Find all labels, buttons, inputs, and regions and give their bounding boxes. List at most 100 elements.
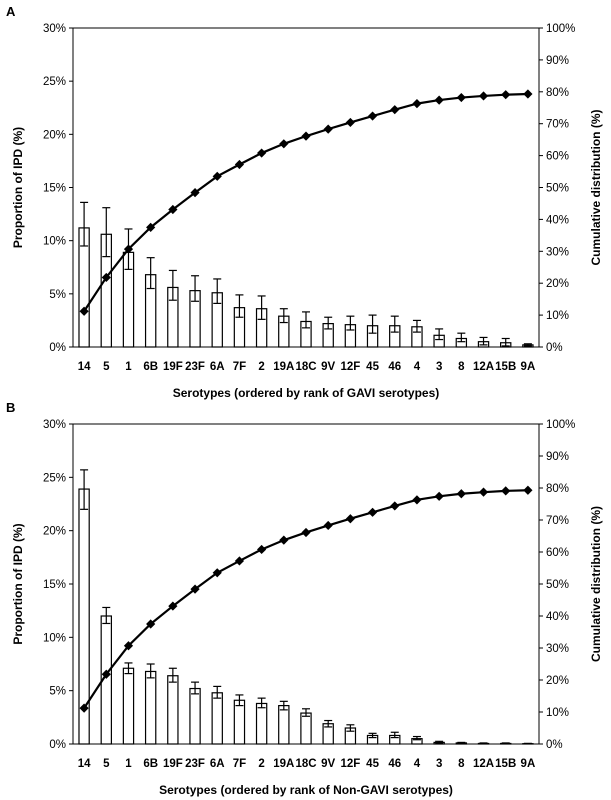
y2-tick-label: 0% [546,342,563,354]
x-tick-label: 45 [366,361,379,373]
bar [300,712,312,745]
y-tick-label: 25% [43,472,66,484]
y-tick-label: 30% [43,23,66,35]
x-tick-label: 18C [295,361,316,373]
cumulative-point [146,222,156,232]
y2-tick-label: 10% [546,707,569,719]
cumulative-point [434,95,444,105]
x-tick-label: 4 [414,361,421,373]
y-tick-label: 20% [43,129,66,141]
y-tick-label: 30% [43,419,66,431]
cumulative-point [390,105,400,115]
bar [189,687,201,745]
x-tick-label: 23F [185,758,205,770]
y2-axis-title: Cumulative distribution (%) [589,506,603,662]
cumulative-point [345,514,355,524]
x-axis-title: Serotypes (ordered by rank of Non-GAVI s… [159,783,453,797]
plot-frame [72,423,540,745]
y2-tick-label: 90% [546,451,569,463]
cumulative-point [367,507,378,517]
cumulative-point [279,535,289,545]
plot-frame [72,27,540,348]
y2-tick-label: 30% [546,246,569,258]
cumulative-point [367,111,378,121]
x-tick-label: 4 [414,758,421,770]
y2-tick-label: 70% [546,515,569,527]
x-tick-label: 12F [340,758,360,770]
y2-tick-label: 20% [546,278,569,290]
y2-tick-label: 80% [546,87,569,99]
cumulative-point [190,188,200,198]
x-tick-label: 5 [103,758,110,770]
cumulative-point [323,124,333,134]
x-tick-label: 3 [436,361,442,373]
x-tick-label: 45 [366,758,379,770]
x-tick-label: 12A [473,758,494,770]
y2-tick-label: 60% [546,151,569,163]
cumulative-point [123,641,134,651]
x-tick-label: 19F [163,361,183,373]
y-tick-label: 25% [43,76,66,88]
x-tick-label: 6A [210,758,225,770]
cumulative-point [168,204,178,215]
y2-tick-label: 50% [546,183,569,195]
bar [211,692,223,745]
x-tick-label: 18C [295,758,316,770]
y2-axis-title: Cumulative distribution (%) [589,109,603,265]
cumulative-point [190,584,200,594]
x-tick-label: 14 [78,361,91,373]
x-axis-title: Serotypes (ordered by rank of GAVI serot… [173,386,440,400]
cumulative-point [212,568,222,578]
y2-tick-label: 30% [546,643,569,655]
x-tick-label: 23F [185,361,205,373]
cumulative-point [101,272,111,283]
y-tick-label: 15% [43,579,66,591]
cumulative-point [434,491,444,501]
y-tick-label: 10% [43,632,66,644]
cumulative-point [523,89,533,99]
y2-tick-label: 100% [546,419,575,431]
cumulative-point [123,244,134,254]
bar [167,675,179,745]
cumulative-point [412,495,422,505]
y2-tick-label: 10% [546,310,569,322]
y2-tick-label: 0% [546,739,563,751]
bar [233,699,246,745]
cumulative-point [345,117,355,128]
x-tick-label: 2 [258,361,264,373]
x-tick-label: 19F [163,758,183,770]
cumulative-point [234,159,245,170]
cumulative-point [301,131,311,141]
y-tick-label: 0% [49,739,66,751]
x-tick-label: 5 [103,361,110,373]
y2-tick-label: 70% [546,119,569,131]
x-tick-label: 46 [388,758,401,770]
bar [278,704,290,745]
y-tick-label: 0% [49,342,66,354]
cumulative-point [257,544,267,555]
y2-tick-label: 100% [546,23,575,35]
cumulative-point [234,556,245,566]
x-tick-label: 9V [321,361,335,373]
x-tick-label: 6B [143,758,158,770]
x-tick-label: 7F [233,758,246,770]
y-tick-label: 5% [49,686,66,698]
cumulative-point [79,306,89,316]
y-tick-label: 5% [49,289,66,301]
y2-tick-label: 90% [546,55,569,67]
cumulative-point [501,486,511,496]
y2-tick-label: 20% [546,675,569,687]
cumulative-point [101,669,111,679]
cumulative-point [301,527,311,538]
x-tick-label: 3 [436,758,442,770]
bar [144,670,157,745]
cumulative-point [456,489,466,499]
cumulative-point [146,619,156,629]
y-axis-title: Proportion of IPD (%) [11,127,25,248]
y2-tick-label: 40% [546,214,569,226]
chart-panel-a: A 0% 5% 10% 15% 20% 25% 30% 0% 10% 20% 30% 40% 50% 60%… [6,4,603,400]
cumulative-point [412,99,422,109]
x-tick-label: 8 [458,758,465,770]
panel-label: A [6,4,16,19]
